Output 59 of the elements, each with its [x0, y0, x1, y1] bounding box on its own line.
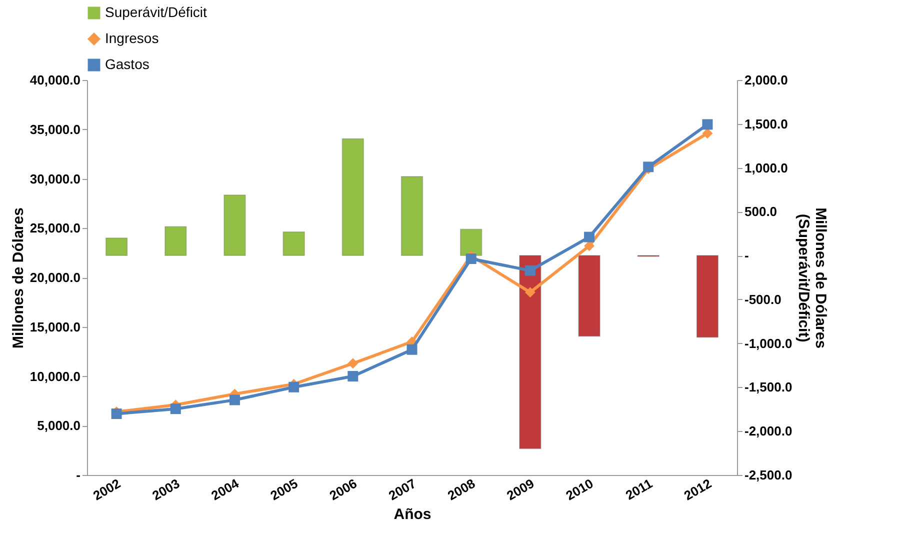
- point: [170, 404, 181, 414]
- point: [524, 287, 536, 298]
- bar: [519, 255, 542, 450]
- bar: [696, 255, 719, 338]
- x-tick-label: 2006: [326, 476, 360, 504]
- y-tick-label: 10,000.0: [30, 368, 80, 384]
- bar: [400, 176, 424, 256]
- x-tick-label: 2002: [90, 476, 124, 504]
- y-tick-label: 5,000.0: [37, 418, 80, 434]
- x-tick-label: 2003: [150, 476, 182, 504]
- point: [524, 265, 536, 276]
- y2-axis-title: Millones de Dólares (Superávit/Déficit): [795, 208, 830, 348]
- x-tick-label: 2005: [268, 476, 300, 504]
- y-tick-label: 15,000.0: [30, 319, 80, 334]
- x-tick-label: 2011: [622, 476, 655, 503]
- y2-tick-label: -500.0: [744, 292, 782, 307]
- y2-tick-label: 1,500.0: [744, 116, 788, 132]
- bar: [460, 228, 482, 256]
- bar: [282, 231, 305, 256]
- y-tick-label: 35,000.0: [30, 122, 80, 137]
- point: [702, 128, 713, 139]
- point: [406, 344, 418, 355]
- x-tick-label: 2010: [563, 476, 596, 504]
- point: [584, 240, 595, 252]
- point: [466, 253, 476, 264]
- bar: [105, 238, 128, 256]
- y-tick-label: 20,000.0: [30, 270, 80, 285]
- y2-tick-label: 500.0: [744, 204, 778, 220]
- y-axis-title: Millones de Dólares: [10, 208, 27, 348]
- y2-tick-label: -1,500.0: [744, 380, 792, 395]
- x-tick-label: 2012: [681, 476, 714, 504]
- bar: [578, 255, 600, 337]
- y2-tick-label: 1,000.0: [744, 160, 788, 176]
- y-tick-label: 30,000.0: [30, 171, 80, 186]
- bar: [224, 194, 246, 256]
- legend-label: Superávit/Déficit: [105, 4, 208, 20]
- x-tick-label: 2008: [445, 476, 478, 504]
- point: [702, 119, 713, 130]
- point: [584, 232, 595, 242]
- bar: [342, 138, 364, 256]
- x-tick-label: 2007: [386, 476, 418, 504]
- point: [229, 394, 240, 406]
- y2-tick-label: -2,000.0: [744, 424, 792, 439]
- point: [288, 382, 300, 392]
- bar: [164, 226, 187, 256]
- y2-tick-label: -1,000.0: [744, 336, 792, 351]
- y-tick-label: 25,000.0: [30, 220, 80, 236]
- point: [348, 358, 358, 369]
- y2-tick-label: -2,500.0: [744, 468, 792, 482]
- y-tick-label: -: [76, 468, 80, 482]
- legend-label: Ingresos: [105, 30, 159, 46]
- x-tick-label: 2004: [208, 475, 242, 504]
- point: [348, 371, 358, 382]
- y2-tick-label: 2,000.0: [744, 72, 788, 88]
- y-tick-label: 40,000.0: [30, 72, 80, 88]
- x-tick-label: 2009: [504, 476, 537, 504]
- x-axis-title: Años: [394, 506, 432, 524]
- legend-label: Gastos: [105, 56, 150, 72]
- y2-tick-label: -: [744, 248, 749, 264]
